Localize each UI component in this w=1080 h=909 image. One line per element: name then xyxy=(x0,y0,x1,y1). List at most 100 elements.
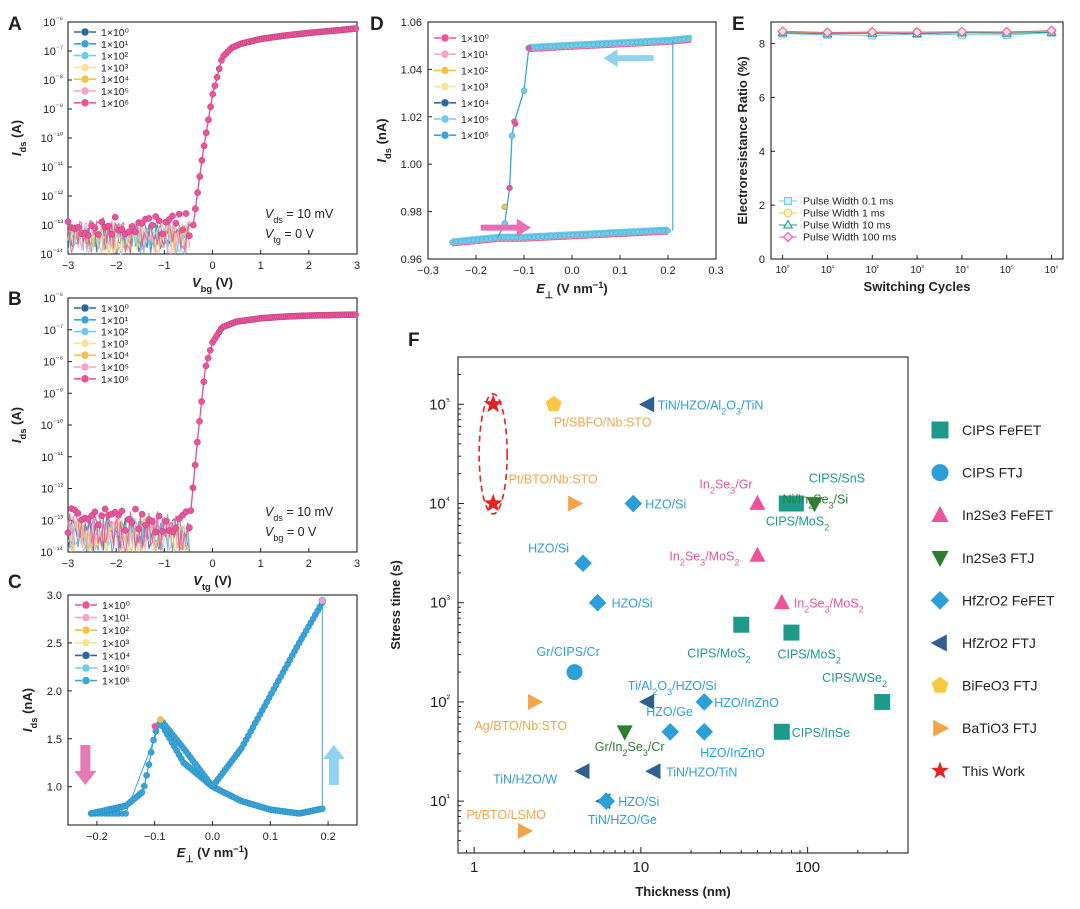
point-label: CIPS/MoS2 xyxy=(687,647,750,665)
y-tick-label: 10⁻¹⁰ xyxy=(41,418,63,433)
chart-a: −3 −2 −1 0 1 2 3 10⁻¹⁴ 10⁻¹³ 10⁻¹² 10⁻¹¹ 10⁻¹⁰ 10⁻⁹ 1… xyxy=(9,15,360,295)
y-tick-label: 10⁵ xyxy=(429,396,450,414)
legend-label: 1×10¹ xyxy=(461,49,489,61)
x-tick-label: 100 xyxy=(795,859,820,876)
point-label: TiN/HZO/W xyxy=(493,772,557,786)
y-axis-label: Electroresistance Ratio (%) xyxy=(735,56,750,224)
y-tick-label: 1.04 xyxy=(401,64,422,76)
point-label: Pt/BTO/LSMO xyxy=(466,808,546,822)
data-point xyxy=(172,219,180,227)
data-point xyxy=(143,772,150,779)
legend-marker xyxy=(80,27,90,37)
legend-marker xyxy=(80,350,90,360)
point-label: Ti/Al2O3/HZO/Si xyxy=(628,679,717,697)
x-tick-label: 10⁴ xyxy=(955,265,969,277)
x-tick-label: 0 xyxy=(209,260,215,272)
legend-marker xyxy=(80,63,90,72)
data-point xyxy=(186,232,193,240)
data-point xyxy=(318,597,327,605)
panel-label-d: D xyxy=(370,14,384,35)
x-tick-label: −0.3 xyxy=(417,265,439,277)
data-point xyxy=(209,90,217,98)
legend-label: Pulse Width 10 ms xyxy=(803,220,891,232)
data-point xyxy=(155,217,163,225)
data-point xyxy=(138,510,146,518)
legend-marker xyxy=(80,39,90,49)
data-point xyxy=(588,593,607,612)
point-label: In2Se3/Gr xyxy=(699,478,752,496)
noise-trace xyxy=(67,517,190,552)
data-point xyxy=(94,521,102,529)
x-axis-label: Vbg (V) xyxy=(192,275,233,294)
data-point xyxy=(787,495,804,512)
data-point xyxy=(773,723,790,740)
legend-marker xyxy=(81,651,91,660)
y-tick-label: 2.0 xyxy=(47,686,62,698)
data-point xyxy=(782,219,794,229)
y-tick-label: 10⁻⁸ xyxy=(43,73,63,88)
legend-marker xyxy=(931,676,949,693)
y-tick-label: 1.0 xyxy=(47,782,62,794)
legend-label: 1×10⁶ xyxy=(461,130,489,142)
point-label: HZO/InZnO xyxy=(700,746,765,760)
y-tick-label: 10⁻⁸ xyxy=(43,354,63,369)
switch-trace xyxy=(504,48,530,224)
data-point xyxy=(151,723,158,730)
point-label: Pt/BTO/Nb:STO xyxy=(509,473,598,487)
data-point xyxy=(182,210,190,217)
data-point xyxy=(207,103,214,111)
legend-marker xyxy=(81,625,91,635)
legend-marker xyxy=(81,613,91,622)
data-point xyxy=(695,693,714,711)
panel-label-e: E xyxy=(732,14,745,35)
data-point xyxy=(84,232,92,239)
data-point xyxy=(200,378,208,386)
data-point xyxy=(145,215,153,222)
x-tick-label: 0.1 xyxy=(612,265,627,277)
legend-label: 1×10⁰ xyxy=(461,33,490,45)
data-point xyxy=(501,203,509,211)
data-point xyxy=(145,761,153,768)
x-tick-label: 0.0 xyxy=(564,265,579,277)
condition-annotation: Vds = 10 mV xyxy=(265,505,334,523)
data-point xyxy=(874,693,891,710)
x-tick-label: −3 xyxy=(62,558,75,570)
x-axis-label: E⊥ (V nm−1) xyxy=(177,844,249,864)
data-point xyxy=(773,593,790,610)
data-point xyxy=(695,722,714,741)
data-point xyxy=(568,495,584,512)
data-point xyxy=(520,87,528,94)
data-point xyxy=(189,221,197,229)
data-point xyxy=(867,26,878,38)
x-tick-label: 1 xyxy=(258,558,264,570)
data-point xyxy=(638,693,655,710)
legend-label: 1×10¹ xyxy=(101,39,129,51)
legend-label: 1×10² xyxy=(461,65,489,77)
legend-marker xyxy=(80,374,90,384)
legend-label: HfZrO2 FeFET xyxy=(962,592,1055,608)
y-tick-label: 10³ xyxy=(430,594,451,612)
data-point xyxy=(128,519,136,526)
legend-marker xyxy=(931,761,949,779)
data-point xyxy=(179,226,186,234)
data-point xyxy=(204,354,212,362)
x-tick-label: −0.1 xyxy=(144,831,166,843)
data-point xyxy=(525,44,533,52)
data-point xyxy=(198,156,206,164)
x-tick-label: 3 xyxy=(354,558,360,570)
point-label: Gr/CIPS/Cr xyxy=(537,645,600,659)
legend-marker xyxy=(440,98,450,108)
data-point xyxy=(822,27,833,38)
y-tick-label: 10⁻¹⁰ xyxy=(41,131,63,146)
data-point xyxy=(911,27,923,38)
point-label: HZO/Si xyxy=(612,597,653,611)
data-point xyxy=(782,231,794,243)
legend-marker xyxy=(931,505,949,522)
legend-label: This Work xyxy=(962,763,1026,779)
x-tick-label: −0.2 xyxy=(86,831,108,843)
y-tick-label: 10² xyxy=(430,693,451,711)
point-label: TiN/HZO/TiN xyxy=(666,765,737,779)
legend-label: Pulse Width 100 ms xyxy=(803,232,896,244)
point-label: TiN/HZO/Ge xyxy=(588,813,657,827)
